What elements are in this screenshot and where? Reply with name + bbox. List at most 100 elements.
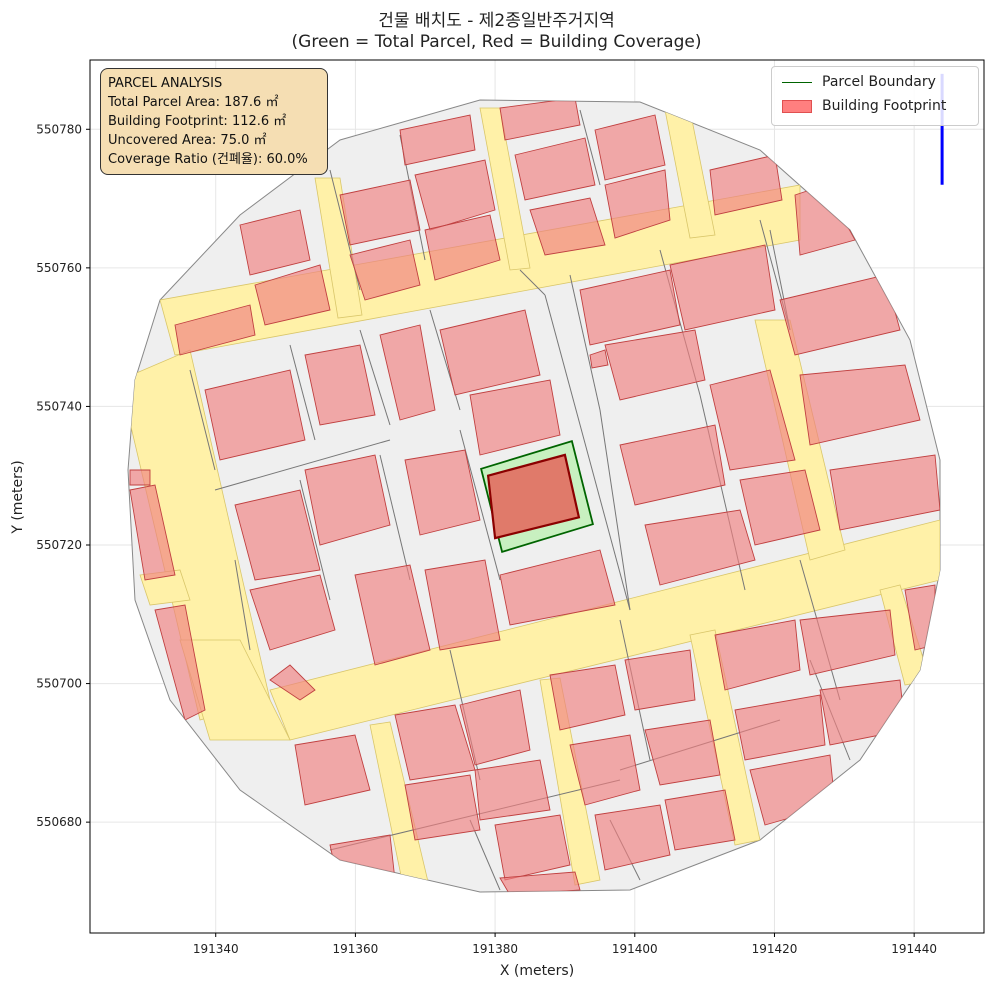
parcel-line	[189, 369, 216, 471]
legend-label-parcel: Parcel Boundary	[822, 74, 936, 90]
building-footprint	[414, 159, 496, 231]
building-footprint	[624, 649, 696, 711]
x-tick-label: 191440	[891, 942, 937, 956]
building-footprint	[589, 349, 609, 369]
building-footprint	[709, 369, 796, 471]
parcel-line	[234, 559, 251, 651]
x-axis-label: X (meters)	[500, 963, 574, 979]
building-footprint	[424, 559, 501, 651]
building-footprint	[499, 100, 581, 141]
building-footprint	[249, 574, 336, 651]
analysis-line-footprint: Building Footprint: 112.6 ㎡	[108, 114, 287, 129]
parcel-line	[289, 344, 316, 441]
legend-item-parcel: Parcel Boundary	[782, 74, 936, 90]
building-footprint	[734, 694, 826, 761]
x-tick-label: 191380	[472, 942, 518, 956]
road-segment	[479, 107, 531, 271]
y-tick-label: 550740	[36, 399, 82, 413]
building-footprint	[354, 564, 431, 666]
legend: Parcel Boundary Building Footprint	[771, 66, 979, 126]
building-footprint	[549, 664, 626, 731]
parcel-line	[299, 479, 331, 601]
building-footprint	[499, 549, 616, 626]
axis-ticks: 191340 191360 191380 191400 191420 191440 5506…	[36, 122, 937, 956]
target-parcel-group	[480, 439, 594, 554]
building-footprint	[619, 424, 726, 506]
y-tick-label: 550700	[36, 677, 82, 691]
parcel-line	[544, 294, 631, 611]
building-footprint	[669, 244, 776, 331]
parcel-line	[519, 269, 546, 296]
building-footprint	[529, 197, 606, 256]
analysis-heading: PARCEL ANALYSIS	[108, 76, 223, 91]
building-footprint	[129, 484, 176, 581]
building-footprint	[154, 604, 206, 721]
building-footprint	[799, 364, 921, 446]
building-footprint	[594, 804, 671, 871]
analysis-line-uncovered: Uncovered Area: 75.0 ㎡	[108, 133, 267, 148]
building-footprint	[494, 814, 571, 881]
building-footprint	[799, 609, 896, 676]
building-footprint	[709, 154, 783, 216]
x-tick-label: 191400	[612, 942, 658, 956]
building-footprint	[459, 689, 531, 766]
building-footprint	[349, 239, 421, 301]
building-footprint	[339, 179, 421, 246]
legend-item-building: Building Footprint	[782, 98, 946, 114]
building-footprint	[469, 379, 561, 456]
building-footprint	[579, 269, 681, 346]
building-footprint	[474, 759, 551, 821]
building-footprint	[239, 209, 311, 276]
building-footprint	[329, 834, 396, 891]
building-footprint	[739, 469, 821, 546]
parcel-line	[569, 274, 601, 411]
target-building	[486, 453, 581, 540]
legend-label-building: Building Footprint	[822, 98, 947, 114]
chart-subtitle: (Green = Total Parcel, Red = Building Co…	[291, 32, 702, 52]
chart-title: 건물 배치도 - 제2종일반주거지역	[378, 11, 615, 31]
parcel-line	[214, 439, 391, 491]
building-footprint	[294, 734, 371, 806]
parcel-line	[359, 329, 391, 426]
building-footprint	[644, 719, 721, 786]
parcel-line	[469, 819, 501, 891]
road-segment	[269, 519, 940, 741]
building-footprint	[204, 369, 306, 461]
building-footprint	[779, 274, 901, 356]
analysis-line-area: Total Parcel Area: 187.6 ㎡	[108, 95, 279, 110]
building-footprint	[594, 114, 666, 181]
building-footprint	[569, 734, 641, 806]
building-footprint	[514, 137, 596, 201]
y-tick-label: 550760	[36, 261, 82, 275]
y-tick-label: 550680	[36, 815, 82, 829]
building-footprint	[129, 469, 151, 486]
building-footprint	[829, 454, 940, 531]
parcel-analysis-box: PARCEL ANALYSIS Total Parcel Area: 187.6…	[100, 68, 328, 175]
building-footprint	[439, 309, 541, 396]
parcel-line	[379, 454, 411, 581]
y-axis-label: Y (meters)	[10, 460, 26, 534]
plot-frame	[89, 59, 985, 934]
x-tick-label: 191340	[193, 942, 239, 956]
building-footprint	[399, 114, 476, 166]
building-footprint	[269, 664, 316, 701]
building-footprint	[664, 789, 736, 851]
building-footprint	[499, 871, 581, 892]
parcel-line	[579, 109, 601, 186]
building-footprint	[174, 304, 256, 356]
building-footprint	[404, 449, 481, 536]
y-tick-label: 550780	[36, 122, 82, 136]
x-tick-label: 191360	[333, 942, 379, 956]
x-tick-label: 191420	[752, 942, 798, 956]
legend-line-swatch	[782, 81, 812, 83]
y-tick-label: 550720	[36, 538, 82, 552]
building-footprint	[424, 214, 501, 281]
building-footprint	[404, 774, 481, 841]
legend-patch-swatch	[782, 99, 812, 113]
building-footprint	[379, 324, 436, 421]
parcel-line	[459, 429, 501, 581]
building-footprint	[304, 344, 376, 426]
parcel-line	[599, 409, 631, 611]
building-footprint	[714, 619, 801, 691]
